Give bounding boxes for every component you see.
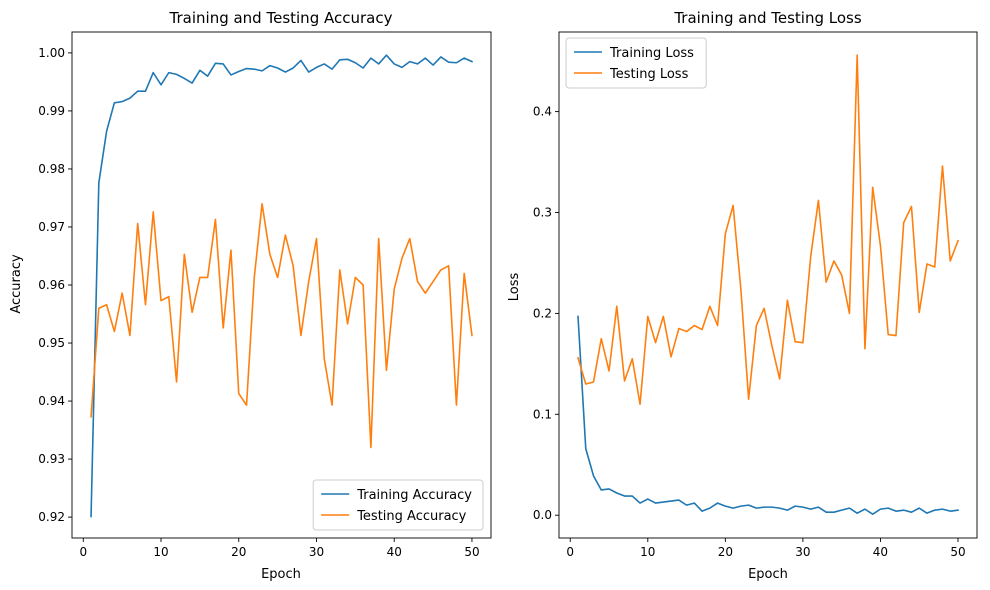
accuracy-x-tick-label: 50	[464, 545, 479, 559]
accuracy-y-tick-label: 0.98	[38, 162, 65, 176]
accuracy-x-tick-label: 20	[231, 545, 246, 559]
loss-y-tick-label: 0.1	[533, 407, 552, 421]
accuracy-legend-label: Training Accuracy	[356, 488, 472, 503]
accuracy-x-tick-label: 0	[79, 545, 87, 559]
accuracy-y-tick-label: 0.93	[38, 452, 65, 466]
loss-x-tick-label: 0	[566, 545, 574, 559]
accuracy-legend-label: Testing Accuracy	[356, 509, 466, 524]
loss-legend-label: Training Loss	[609, 46, 694, 61]
loss-y-tick-label: 0.4	[533, 105, 552, 119]
accuracy-y-tick-label: 1.00	[38, 46, 65, 60]
accuracy-chart: Training and Testing Accuracy Epoch Accu…	[9, 9, 492, 582]
loss-series-line-testing	[577, 54, 960, 406]
loss-x-axis-label: Epoch	[748, 567, 788, 582]
loss-x-tick-label: 30	[795, 545, 810, 559]
loss-y-axis-label: Loss	[507, 273, 522, 302]
loss-y-tick-label: 0.0	[533, 508, 552, 522]
loss-series-line-training	[577, 315, 959, 515]
loss-legend-label: Testing Loss	[609, 67, 689, 82]
loss-x-tick-label: 50	[950, 545, 965, 559]
loss-x-tick-label: 20	[718, 545, 733, 559]
loss-legend: Training Loss Testing Loss	[565, 37, 707, 89]
accuracy-legend-box	[312, 479, 484, 531]
loss-chart: Training and Testing Loss Epoch Loss 0 10…	[507, 9, 978, 582]
loss-y-tick-label: 0.2	[533, 306, 552, 320]
accuracy-series-line-training	[90, 54, 474, 518]
loss-y-tick-label: 0.3	[533, 206, 552, 220]
loss-legend-box	[565, 37, 707, 89]
accuracy-x-tick-label: 10	[153, 545, 168, 559]
accuracy-y-tick-label: 0.96	[38, 278, 65, 292]
accuracy-plot-area: 0 10 20 30 40 50 0.92 0.93 0.94 0.95 0.96 0.97 0.98 0…	[38, 31, 492, 559]
loss-x-tick-label: 40	[873, 545, 888, 559]
accuracy-y-tick-label: 0.92	[38, 510, 65, 524]
accuracy-y-tick-label: 0.94	[38, 394, 65, 408]
accuracy-y-axis-label: Accuracy	[9, 254, 24, 314]
accuracy-y-tick-label: 0.95	[38, 336, 65, 350]
accuracy-chart-title: Training and Testing Accuracy	[169, 9, 393, 27]
accuracy-legend: Training Accuracy Testing Accuracy	[312, 479, 484, 531]
accuracy-x-tick-label: 30	[309, 545, 324, 559]
loss-x-tick-label: 10	[640, 545, 655, 559]
accuracy-x-tick-label: 40	[387, 545, 402, 559]
accuracy-y-tick-label: 0.99	[38, 104, 65, 118]
loss-axes-frame	[558, 31, 978, 539]
accuracy-series-line-testing	[90, 202, 473, 449]
accuracy-y-tick-label: 0.97	[38, 220, 65, 234]
accuracy-x-axis-label: Epoch	[261, 567, 301, 582]
loss-chart-title: Training and Testing Loss	[673, 9, 862, 27]
